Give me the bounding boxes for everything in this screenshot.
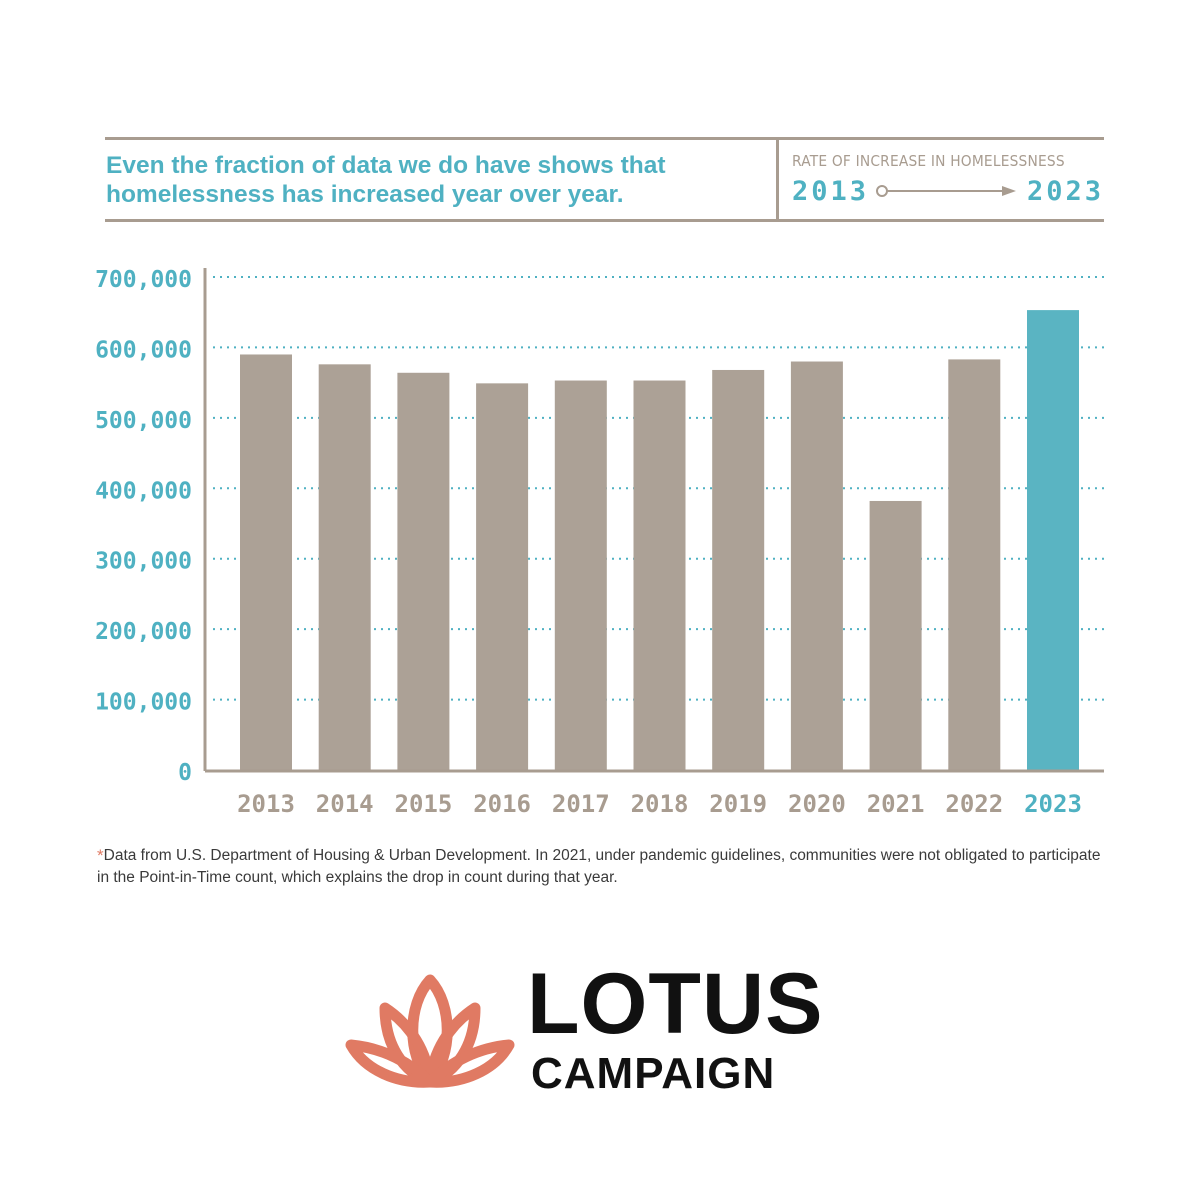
footnote-text: Data from U.S. Department of Housing & U… [97, 847, 1101, 886]
x-tick-label: 2019 [709, 790, 767, 818]
chart-headline: Even the fraction of data we do have sho… [106, 152, 666, 208]
y-tick-label: 0 [178, 760, 192, 786]
x-tick-label: 2015 [395, 790, 453, 818]
y-tick-label: 400,000 [95, 478, 192, 504]
lotus-flower-icon [345, 974, 515, 1088]
bar-2013 [240, 354, 292, 770]
bar-2020 [790, 361, 843, 770]
y-tick-labels: 0 100,000 200,000 300,000 400,000 500,000 600,… [95, 267, 192, 786]
bar-chart: 0 100,000 200,000 300,000 400,000 500,000 600,… [95, 267, 1104, 818]
rate-label: RATE OF INCREASE IN HOMELESSNESS [792, 152, 1065, 170]
range-start-year: 2013 [792, 176, 870, 207]
y-tick-label: 300,000 [95, 549, 192, 575]
bar-2019 [712, 369, 765, 770]
bar-2018 [633, 380, 686, 770]
bar-2022 [948, 359, 1001, 770]
bar-2017 [554, 380, 607, 770]
y-tick-label: 700,000 [95, 267, 192, 293]
x-tick-label: 2023 [1024, 790, 1082, 818]
header-bottom-rule [105, 219, 1104, 222]
lotus-campaign-logo: LOTUS CAMPAIGN [345, 961, 855, 1105]
range-end-year: 2023 [1026, 176, 1104, 207]
x-tick-label: 2013 [237, 790, 295, 818]
x-tick-label: 2018 [631, 790, 689, 818]
y-tick-label: 200,000 [95, 619, 192, 645]
bar-2014 [318, 364, 371, 770]
bar-2015 [397, 372, 450, 770]
logo-wordmark-lotus: LOTUS [527, 956, 824, 1052]
x-tick-label: 2020 [788, 790, 846, 818]
header-top-rule [105, 137, 1104, 140]
x-tick-labels: 2013 2014 2015 2016 2017 2018 2019 2020 2021 2022… [237, 790, 1082, 818]
x-tick-label: 2016 [473, 790, 531, 818]
arrow-right-icon [876, 185, 1016, 197]
bars [240, 310, 1079, 770]
bar-2021 [869, 500, 922, 770]
footnote: *Data from U.S. Department of Housing & … [97, 845, 1107, 889]
bar-2016 [476, 383, 529, 770]
y-tick-label: 500,000 [95, 408, 192, 434]
header-divider [776, 140, 779, 219]
bar-2023 [1027, 310, 1079, 770]
x-tick-label: 2014 [316, 790, 374, 818]
axes [203, 268, 1104, 773]
logo-wordmark-campaign: CAMPAIGN [531, 1049, 776, 1098]
x-tick-label: 2017 [552, 790, 610, 818]
x-tick-label: 2021 [867, 790, 925, 818]
x-tick-label: 2022 [945, 790, 1003, 818]
y-tick-label: 600,000 [95, 337, 192, 363]
y-tick-label: 100,000 [95, 690, 192, 716]
footnote-asterisk: * [97, 846, 104, 865]
